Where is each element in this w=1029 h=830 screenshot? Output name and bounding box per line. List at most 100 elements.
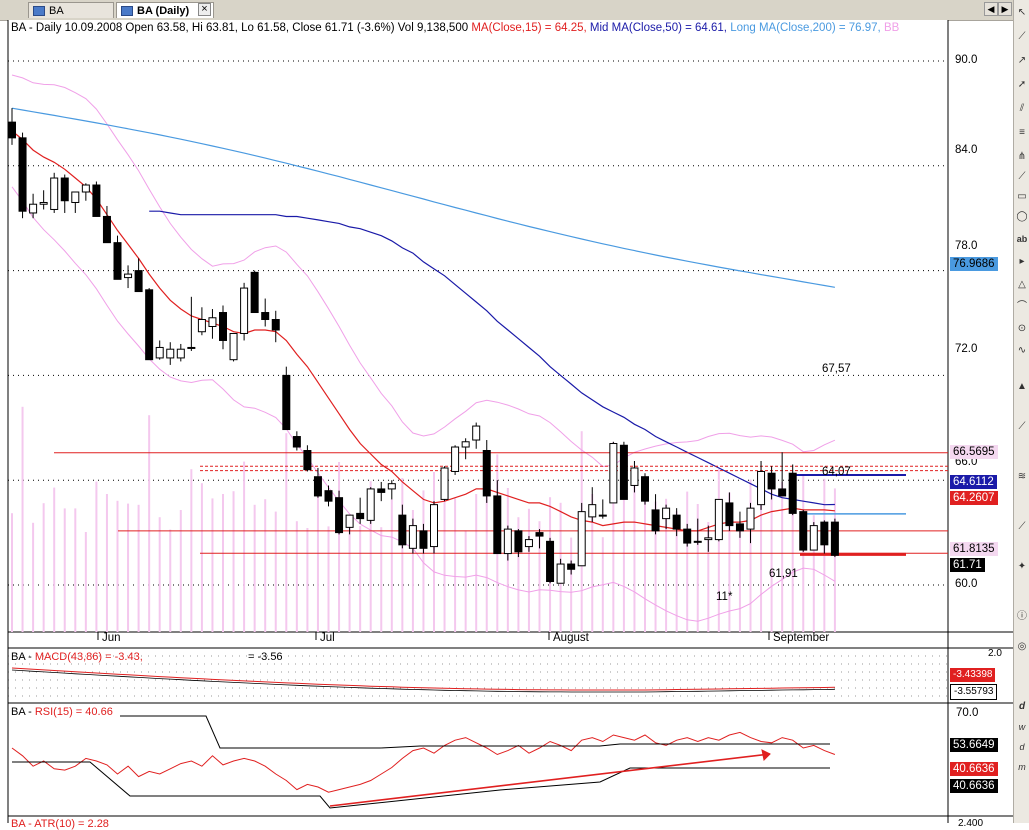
arc-icon[interactable]: ⌒ bbox=[1017, 301, 1027, 312]
close-value-label: 61.71 bbox=[950, 558, 985, 572]
trend-icon[interactable]: ⟋ bbox=[1018, 421, 1026, 432]
volume-bar bbox=[717, 468, 720, 632]
draw-icon[interactable]: d bbox=[1018, 701, 1026, 712]
rect-icon[interactable]: ▭ bbox=[1017, 191, 1027, 202]
candle-down bbox=[60, 177, 69, 202]
candle-down bbox=[356, 512, 365, 520]
volume-bar bbox=[190, 469, 193, 632]
candle-down bbox=[282, 374, 291, 431]
w-icon[interactable]: w bbox=[1018, 722, 1026, 732]
candle-up bbox=[176, 348, 185, 359]
candle-up bbox=[757, 470, 766, 506]
price-chart[interactable] bbox=[0, 0, 1013, 823]
horizontal-lines[interactable] bbox=[54, 452, 948, 556]
rsi-plot bbox=[11, 715, 836, 809]
volume-bar bbox=[327, 526, 330, 632]
volume-bar bbox=[11, 513, 13, 632]
candle-down bbox=[292, 436, 301, 448]
circle-icon[interactable]: ◎ bbox=[1017, 641, 1027, 652]
candle-up bbox=[609, 443, 618, 504]
volume-bar bbox=[253, 504, 256, 632]
measure-icon[interactable]: ▲ bbox=[1017, 381, 1027, 392]
line-icon[interactable]: ⟋ bbox=[1018, 31, 1026, 42]
candle-up bbox=[693, 540, 702, 543]
ray-icon[interactable]: ↗ bbox=[1017, 55, 1027, 66]
text-icon[interactable]: ab bbox=[1016, 234, 1028, 244]
d-icon[interactable]: d bbox=[1019, 742, 1025, 752]
star-icon[interactable]: ✦ bbox=[1017, 561, 1027, 572]
info-bb: BB bbox=[880, 22, 900, 34]
m-icon[interactable]: m bbox=[1018, 762, 1026, 772]
volume-bar bbox=[179, 510, 182, 632]
annotation-67-57[interactable]: 67,57 bbox=[822, 363, 851, 375]
scroll-right-button[interactable]: ▶ bbox=[998, 2, 1012, 16]
ellipse-icon[interactable]: ◯ bbox=[1016, 211, 1028, 222]
close-tab-button[interactable]: × bbox=[198, 3, 211, 16]
rsi-upper-envelope bbox=[120, 715, 830, 749]
chart-info-line: BA - Daily 10.09.2008 Open 63.58, Hi 63.… bbox=[11, 22, 899, 34]
wave-icon[interactable]: ∿ bbox=[1017, 345, 1027, 356]
candle-up bbox=[809, 525, 818, 551]
rsi-upper-label: 53.6649 bbox=[950, 738, 998, 752]
price-label-icon[interactable]: ▸ bbox=[1019, 256, 1025, 267]
candle-down bbox=[303, 450, 312, 471]
volume-bar bbox=[158, 517, 161, 632]
candle-up bbox=[714, 498, 723, 541]
candle-down bbox=[619, 444, 628, 500]
price-pane bbox=[8, 20, 948, 632]
volume-bar bbox=[454, 498, 457, 632]
rsi-lower-label: 40.6636 bbox=[950, 779, 998, 793]
candle-up bbox=[208, 317, 217, 327]
price-tick-66: 66.0 bbox=[955, 456, 978, 468]
candle-down bbox=[535, 532, 544, 537]
candle-up bbox=[155, 346, 164, 359]
ma200-value-label: 76.9686 bbox=[950, 257, 998, 271]
volume-bar bbox=[633, 479, 636, 632]
candle-up bbox=[556, 563, 565, 584]
arrow-icon[interactable]: ➚ bbox=[1017, 79, 1027, 90]
volume-bar bbox=[770, 480, 773, 632]
cursor-icon[interactable]: ↖ bbox=[1017, 7, 1027, 18]
info-prefix: BA - Daily 10.09.2008 Open 63.58, Hi 63.… bbox=[11, 22, 472, 34]
volume-bar bbox=[74, 508, 77, 632]
channel-icon[interactable]: ⫽ bbox=[1019, 103, 1025, 114]
macd-signal-line bbox=[11, 669, 835, 693]
annotation-64-07[interactable]: 64,07 bbox=[822, 466, 851, 478]
gann-icon[interactable]: ⟋ bbox=[1018, 171, 1026, 182]
volume-bar bbox=[738, 530, 741, 632]
candle-down bbox=[398, 514, 407, 546]
rsi-value-label: 40.6636 bbox=[950, 762, 998, 776]
annotation-wave-11[interactable]: 11* bbox=[716, 591, 733, 603]
triangle-icon[interactable]: △ bbox=[1018, 279, 1026, 290]
volume-bar bbox=[295, 521, 298, 632]
candle-up bbox=[166, 348, 175, 359]
candle-up bbox=[598, 514, 607, 517]
volume-bar bbox=[200, 483, 203, 632]
candle-down bbox=[145, 289, 154, 361]
candle-down bbox=[799, 511, 808, 551]
tab-daily-label: BA (Daily) bbox=[137, 5, 190, 17]
volume-bar bbox=[517, 517, 520, 632]
macd-value-label: -3.43398 bbox=[950, 668, 996, 682]
scroll-left-button[interactable]: ◀ bbox=[984, 2, 998, 16]
volume-bar bbox=[833, 488, 836, 632]
volume-bar bbox=[211, 498, 214, 632]
annotation-61-91[interactable]: 61,91 bbox=[769, 568, 798, 580]
atr-axis: 2.400 bbox=[958, 818, 984, 829]
fan-icon[interactable]: ⟋ bbox=[1018, 521, 1026, 532]
cycle-icon[interactable]: ⊙ bbox=[1017, 323, 1027, 334]
ma50-line bbox=[149, 210, 835, 506]
pitchfork-icon[interactable]: ⋔ bbox=[1017, 151, 1027, 162]
candle-down bbox=[261, 312, 270, 321]
info-icon[interactable]: ⓘ bbox=[1017, 611, 1027, 622]
candle-down bbox=[725, 502, 734, 527]
volume-bar bbox=[137, 504, 140, 632]
signal-icon[interactable]: ≋ bbox=[1017, 471, 1027, 482]
rsi-line bbox=[11, 731, 836, 793]
macd-value: MACD(43,86) = -3.43, bbox=[34, 651, 143, 663]
candle-down bbox=[651, 509, 660, 532]
tab-daily[interactable]: BA (Daily) bbox=[116, 2, 214, 18]
fib-icon[interactable]: ≡ bbox=[1019, 127, 1025, 138]
candle-up bbox=[440, 467, 449, 500]
price-tick-84: 84.0 bbox=[955, 144, 978, 156]
